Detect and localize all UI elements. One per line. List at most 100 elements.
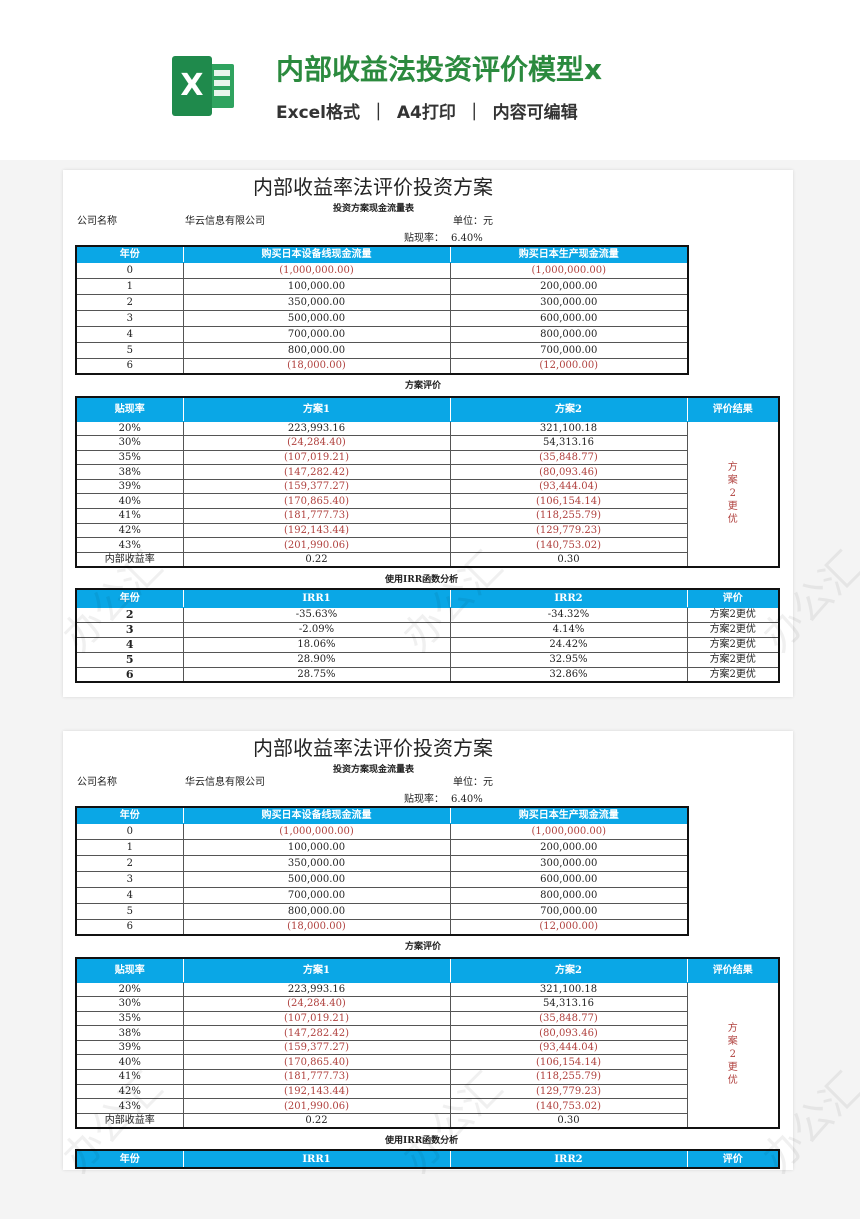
cell: 500,000.00 [182,870,451,888]
cell: 5 [75,902,184,920]
cell: 6 [75,918,184,936]
cashflow-caption: 投资方案现金流量表 [333,204,415,214]
cashflow-caption: 投资方案现金流量表 [333,765,415,775]
table-row: 6 (18,000.00) (12,000.00) [75,918,689,936]
table-row: 20% 223,993.16 321,100.18 方案2更优 [75,420,780,568]
sheet-title: 内部收益率法评价投资方案 [253,736,493,760]
cell: 40% [75,493,184,510]
cell: 700,000.00 [449,341,689,359]
cell: (159,377.27) [182,478,451,495]
cell: 6 [75,666,184,683]
document-subtitle: Excel格式 ｜ A4打印 ｜ 内容可编辑 [276,103,578,123]
discount-label: 贴现率： [404,233,444,244]
cell: (147,282.42) [182,464,451,480]
unit-label: 单位：元 [453,777,493,788]
cell: (1,000,000.00) [182,822,451,840]
header-banner: X 内部收益法投资评价模型x Excel格式 ｜ A4打印 ｜ 内容可编辑 [0,0,860,160]
cell: 4 [75,886,184,904]
cell: 42% [75,522,184,539]
cell: 2 [75,854,184,872]
column-header: IRR2 [449,1149,688,1169]
cell: (107,019.21) [182,1010,451,1027]
cell: 350,000.00 [182,293,451,311]
cell: 3 [75,621,184,638]
eval-caption: 方案评价 [405,381,442,391]
column-header: 购买日本生产现金流量 [449,806,689,824]
cell: (201,990.06) [182,1098,451,1114]
column-header: 年份 [75,245,184,263]
cell: 0.30 [449,551,688,568]
table-row: 43% (201,990.06) (140,753.02) [75,537,779,553]
column-header: 年份 [75,806,184,824]
cell: 54,313.16 [449,996,688,1012]
table-row: 4 700,000.00 800,000.00 [75,325,689,343]
cell: (1,000,000.00) [182,261,451,279]
table-row: 3 -2.09% 4.14% 方案2更优 [75,621,780,638]
table-row: 1 100,000.00 200,000.00 [75,277,689,295]
cell: (18,000.00) [182,918,451,936]
cell: 32.95% [449,651,688,668]
cell: 35% [75,1010,184,1027]
cell: 方案2更优 [686,606,780,623]
cell: (1,000,000.00) [449,261,689,279]
cell: (159,377.27) [182,1039,451,1056]
cell: (129,779.23) [449,1083,688,1100]
cell: 300,000.00 [449,293,689,311]
column-header: 评价结果 [686,396,780,422]
cell: 0 [75,822,184,840]
cell: 800,000.00 [449,325,689,343]
cell: (140,753.02) [449,537,688,553]
cell: (12,000.00) [449,918,689,936]
cell: (140,753.02) [449,1098,688,1114]
irr-table: 年份 IRR1 IRR2 评价 [75,1149,780,1169]
column-header: 购买日本设备线现金流量 [182,806,451,824]
cell: 321,100.18 [449,420,688,437]
cell: (106,154.14) [449,1054,688,1071]
column-header: 贴现率 [75,957,184,983]
cell: 6 [75,357,184,375]
column-header: 方案2 [449,396,688,422]
cell: 5 [75,341,184,359]
cell: (192,143.44) [182,522,451,539]
cell: 800,000.00 [182,902,451,920]
table-row: 41% (181,777.73) (118,255.79) [75,1069,779,1085]
cell: (107,019.21) [182,449,451,466]
cell: 350,000.00 [182,854,451,872]
table-row: 2 -35.63% -34.32% 方案2更优 [75,606,780,623]
table-row: 6 (18,000.00) (12,000.00) [75,357,689,375]
cell: -34.32% [449,606,688,623]
table-row: 内部收益率 0.22 0.30 [75,1112,779,1129]
sheet-page-2: 内部收益率法评价投资方案 投资方案现金流量表 公司名称 华云信息有限公司 单位：元 贴现率… [54,731,860,1182]
discount-label: 贴现率： [404,794,444,805]
cell: (170,865.40) [182,493,451,510]
cell: (129,779.23) [449,522,688,539]
cell: (1,000,000.00) [449,822,689,840]
column-header: 评价 [686,588,780,608]
table-row: 3 500,000.00 600,000.00 [75,309,689,327]
cell: 28.75% [182,666,451,683]
cell: 700,000.00 [449,902,689,920]
cell: 100,000.00 [182,838,451,856]
cell: (118,255.79) [449,508,688,524]
cell: 3 [75,309,184,327]
table-row: 42% (192,143.44) (129,779.23) [75,522,779,539]
cell: 42% [75,1083,184,1100]
cell: 方案2更优 [686,636,780,653]
cashflow-table: 年份 购买日本设备线现金流量 购买日本生产现金流量 0 (1,000,000.00) (1… [75,245,689,375]
cell: 30% [75,996,184,1012]
cell: (192,143.44) [182,1083,451,1100]
cell: (106,154.14) [449,493,688,510]
cell: (80,093.46) [449,464,688,480]
cell: 方案2更优 [686,651,780,668]
cell: 方案2更优 [686,621,780,638]
column-header: 方案1 [182,396,451,422]
cell: 内部收益率 [75,551,184,568]
cell: (80,093.46) [449,1025,688,1041]
cell: 200,000.00 [449,838,689,856]
table-row: 20% 223,993.16 321,100.18 方案2更优 [75,981,780,1129]
table-row: 0 (1,000,000.00) (1,000,000.00) [75,822,689,840]
evaluation-table: 贴现率 方案1 方案2 评价结果 20% 223,993.16 321,100.18 方案2更… [75,957,780,1129]
table-row: 5 800,000.00 700,000.00 [75,902,689,920]
table-row: 3 500,000.00 600,000.00 [75,870,689,888]
table-row: 4 700,000.00 800,000.00 [75,886,689,904]
